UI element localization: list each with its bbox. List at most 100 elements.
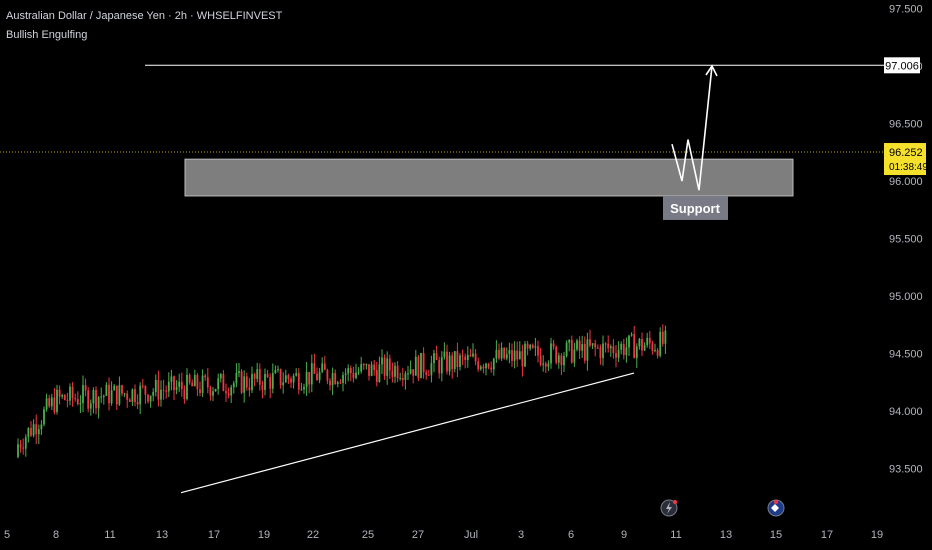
candle-body	[446, 351, 448, 372]
bar-countdown: 01:38:49	[889, 162, 928, 173]
candle-body	[628, 335, 630, 348]
candle-body	[113, 385, 116, 391]
candle-body	[388, 358, 391, 371]
candle-body	[45, 398, 48, 410]
target-line[interactable]	[0, 64, 884, 153]
time-axis[interactable]: 5 8 11 13 17 19 22 25 27 Jul 3 6 9 11 13 15 17 19	[4, 529, 883, 541]
flag-event-icon[interactable]	[767, 499, 785, 517]
candle-body	[329, 380, 331, 386]
candle-body	[539, 355, 542, 365]
current-price-tag	[884, 143, 926, 176]
candle-body	[477, 361, 480, 370]
candle-body	[147, 394, 149, 402]
candle-body	[453, 351, 456, 370]
candle-body	[63, 395, 66, 400]
candle-body	[253, 373, 256, 379]
candle-body	[617, 349, 620, 358]
candle-body	[461, 355, 464, 357]
candle-body	[251, 373, 253, 391]
candle-body	[243, 376, 246, 393]
support-zone[interactable]: Support	[184, 158, 794, 220]
candle-body	[607, 343, 610, 349]
candle-body	[266, 373, 269, 378]
candle-body	[225, 390, 227, 394]
projection-path[interactable]	[671, 64, 718, 191]
price-tick-label: 95.500	[889, 234, 923, 246]
time-tick-label: 19	[871, 529, 883, 541]
candle-body	[612, 346, 615, 354]
candle-body	[448, 355, 451, 372]
candle-body	[656, 350, 659, 356]
candle-body	[238, 371, 240, 373]
candle-body	[633, 334, 636, 359]
candle-body	[347, 368, 350, 374]
candle-body	[97, 397, 100, 409]
candle-body	[209, 387, 212, 396]
candle-body	[529, 344, 532, 349]
price-axis[interactable]: 97.50097.00096.50096.00095.50095.00094.5…	[884, 4, 928, 476]
target-price-text: 97.006	[885, 60, 919, 72]
candles	[17, 324, 667, 459]
candle-body	[349, 368, 352, 374]
candle-body	[464, 356, 467, 360]
candle-body	[334, 373, 337, 384]
candle-body	[526, 343, 529, 349]
candle-body	[219, 374, 222, 379]
candle-body	[570, 339, 573, 363]
candle-body	[126, 393, 129, 400]
candle-body	[141, 385, 144, 387]
time-tick-label: 25	[362, 529, 374, 541]
time-tick-label: 8	[53, 529, 59, 541]
ascending-trendline[interactable]	[180, 372, 635, 494]
candle-body	[165, 390, 168, 392]
candle-body	[316, 373, 318, 381]
price-tick-label: 94.500	[889, 349, 923, 361]
candle-body	[516, 350, 519, 360]
symbol-title: Australian Dollar / Japanese Yen · 2h · …	[6, 10, 283, 22]
candle-body	[248, 387, 251, 391]
candle-body	[409, 369, 412, 374]
candle-body	[435, 353, 438, 361]
candle-body	[417, 356, 420, 379]
candle-body	[396, 365, 399, 379]
candle-body	[37, 429, 40, 435]
candle-body	[563, 356, 565, 366]
price-tick-label: 96.000	[889, 176, 923, 188]
candle-body	[22, 447, 25, 449]
candle-body	[591, 343, 594, 346]
candle-body	[438, 360, 441, 374]
candle-body	[404, 373, 407, 380]
candle-body	[604, 343, 607, 345]
candle-body	[240, 371, 243, 393]
candle-body	[414, 356, 417, 376]
candle-body	[542, 363, 545, 365]
support-zone-box[interactable]	[184, 158, 794, 197]
candle-body	[56, 389, 58, 413]
candle-body	[227, 393, 230, 396]
candle-body	[638, 338, 641, 347]
candle-body	[17, 444, 19, 457]
event-markers[interactable]	[660, 499, 785, 517]
candle-body	[87, 390, 90, 409]
candle-body	[485, 363, 487, 369]
candle-body	[305, 371, 308, 387]
candle-body	[651, 343, 654, 351]
candle-body	[357, 371, 360, 373]
candle-body	[167, 381, 170, 392]
candle-body	[149, 395, 152, 402]
candle-body	[659, 331, 662, 356]
projection-zigzag[interactable]	[671, 65, 713, 191]
indicator-label: Bullish Engulfing	[6, 29, 88, 41]
candle-body	[196, 375, 199, 390]
time-tick-label: Jul	[464, 529, 478, 541]
candle-body	[513, 350, 516, 361]
lightning-event-icon[interactable]	[660, 499, 678, 517]
trendline[interactable]	[180, 372, 635, 494]
candle-body	[256, 369, 259, 379]
candle-body	[110, 390, 113, 404]
candle-body	[654, 350, 656, 352]
candle-body	[407, 373, 409, 375]
candle-body	[217, 378, 220, 389]
candle-body	[466, 354, 469, 360]
